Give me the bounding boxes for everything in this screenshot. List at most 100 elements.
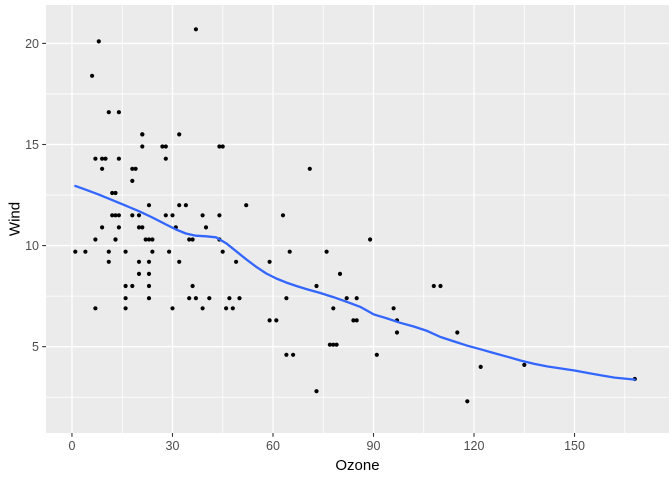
data-point [193, 296, 198, 301]
data-point [190, 237, 195, 242]
data-point [83, 249, 88, 254]
data-point [136, 225, 142, 230]
data-point [136, 259, 142, 264]
data-point [183, 203, 188, 208]
data-point [200, 306, 205, 311]
x-axis-title: Ozone [335, 457, 380, 474]
data-point [217, 144, 222, 149]
data-point [110, 190, 115, 196]
data-point [146, 283, 152, 289]
data-point [163, 144, 168, 149]
data-point [123, 306, 128, 311]
x-tick-label: 60 [266, 439, 280, 453]
data-point [170, 306, 175, 311]
data-point [100, 225, 105, 230]
data-point [354, 296, 359, 301]
data-point [374, 352, 379, 357]
data-point [163, 213, 168, 218]
x-tick-label: 150 [564, 439, 585, 453]
data-point [90, 73, 95, 78]
data-point [140, 132, 145, 137]
data-point [106, 110, 111, 115]
data-point [133, 166, 138, 171]
data-point [140, 225, 145, 230]
data-point [93, 237, 98, 242]
data-point [284, 352, 289, 357]
data-point [455, 330, 460, 335]
data-point [130, 213, 135, 218]
x-tick-label: 120 [464, 439, 485, 453]
loess-smooth-line [74, 184, 636, 381]
data-point [146, 259, 152, 264]
data-point [167, 249, 172, 254]
data-point [150, 237, 155, 242]
data-point [73, 249, 78, 254]
panel-background [46, 5, 669, 433]
data-point [187, 296, 192, 301]
data-point [203, 225, 209, 230]
data-point [331, 342, 336, 347]
data-point [217, 213, 222, 218]
data-point [136, 271, 142, 276]
data-point [116, 213, 121, 218]
data-point [123, 249, 128, 254]
data-point [116, 225, 121, 230]
axis-tick-marks [42, 42, 576, 437]
data-point [113, 237, 118, 242]
data-point [337, 271, 343, 276]
data-point [177, 259, 182, 264]
data-point [314, 283, 319, 289]
data-point [123, 283, 128, 289]
data-point [146, 271, 152, 276]
data-point [478, 364, 483, 369]
data-point [234, 259, 239, 264]
data-point [307, 166, 312, 171]
data-point [163, 156, 168, 161]
data-point [280, 213, 286, 218]
data-point [368, 237, 373, 242]
data-point [391, 306, 396, 311]
data-point [187, 237, 192, 242]
data-point [190, 283, 195, 289]
data-point [431, 283, 436, 289]
data-point [200, 213, 205, 218]
data-point [351, 318, 356, 323]
data-point [123, 296, 128, 301]
data-point [291, 352, 296, 357]
data-point [106, 249, 111, 254]
data-point [522, 362, 527, 367]
data-point [100, 166, 105, 171]
x-tick-label: 0 [68, 439, 75, 453]
data-point [143, 237, 148, 242]
data-point [146, 203, 152, 208]
data-point [116, 156, 121, 161]
data-point [177, 132, 182, 137]
data-point [106, 259, 111, 264]
data-point [113, 190, 118, 196]
data-point [438, 283, 443, 289]
data-point [177, 203, 182, 208]
data-point [344, 296, 349, 301]
data-point [354, 318, 359, 323]
data-point [130, 166, 135, 171]
minor-gridlines [46, 5, 669, 433]
data-point [113, 213, 118, 218]
data-point [130, 178, 135, 183]
y-tick-label: 20 [25, 37, 39, 51]
data-point [207, 296, 212, 301]
x-tick-label: 90 [367, 439, 381, 453]
y-tick-label: 5 [32, 340, 39, 354]
data-point [331, 306, 336, 311]
data-point [267, 318, 272, 323]
major-gridlines [46, 5, 669, 433]
data-point [394, 330, 400, 335]
y-tick-label: 15 [25, 138, 39, 152]
data-point [136, 213, 142, 218]
data-point [327, 342, 332, 347]
data-point [93, 156, 98, 161]
data-point [230, 306, 235, 311]
data-point [224, 306, 229, 311]
data-point [220, 144, 225, 149]
data-point [130, 283, 135, 289]
